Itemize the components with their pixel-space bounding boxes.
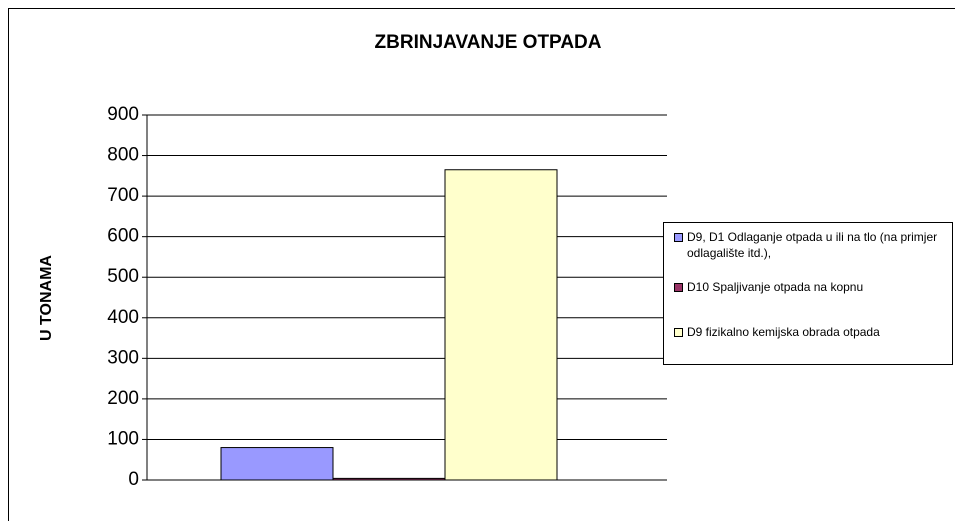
y-tick-label: 800 [107,145,139,166]
y-tick-label: 500 [107,266,139,287]
y-tick-label: 700 [107,185,139,206]
y-tick-label: 200 [107,388,139,409]
legend-swatch [674,233,683,242]
legend-swatch [674,283,683,292]
chart-title: ZBRINJAVANJE OTPADA [375,32,602,53]
legend-entry: D10 Spaljivanje otpada na kopnu [674,279,952,295]
legend-entry: D9, D1 Odlaganje otpada u ili na tlo (na… [674,229,952,261]
legend: D9, D1 Odlaganje otpada u ili na tlo (na… [663,222,953,365]
chart-border [8,8,955,521]
y-tick-label: 600 [107,226,139,247]
legend-swatch [674,328,683,337]
bar [220,447,334,481]
legend-label: D9 fizikalno kemijska obrada otpada [687,325,880,339]
y-tick-label: 100 [107,428,139,449]
y-axis-title: U TONAMA [38,255,55,341]
y-tick-label: 400 [107,307,139,328]
bar [444,169,558,481]
legend-entry: D9 fizikalno kemijska obrada otpada [674,324,952,340]
y-tick-label: 0 [128,469,139,490]
y-tick-label: 900 [107,104,139,125]
y-tick-label: 300 [107,347,139,368]
legend-label: D9, D1 Odlaganje otpada u ili na tlo (na… [687,230,938,260]
legend-label: D10 Spaljivanje otpada na kopnu [687,280,864,294]
